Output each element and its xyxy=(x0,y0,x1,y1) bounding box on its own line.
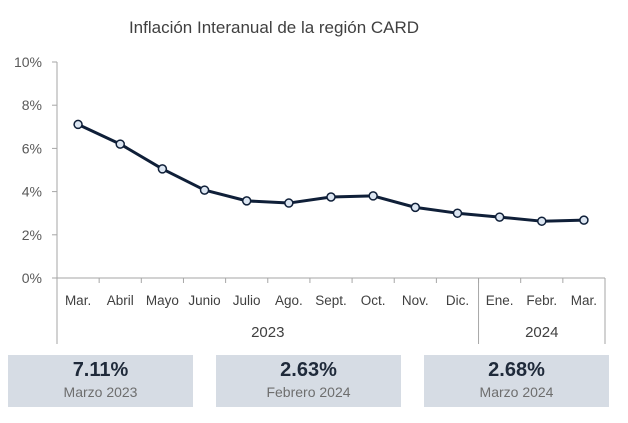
data-point xyxy=(410,202,421,213)
stat-label: Marzo 2023 xyxy=(63,384,138,400)
y-tick-label: 10% xyxy=(14,54,42,70)
x-tick-label: Junio xyxy=(188,293,220,308)
data-point xyxy=(452,208,463,218)
stat-value: 2.68% xyxy=(488,359,545,381)
data-point xyxy=(494,212,505,222)
data-point xyxy=(537,216,547,226)
x-tick-label: Sept. xyxy=(315,293,347,308)
stat-label: Marzo 2024 xyxy=(479,384,554,400)
stat-label: Febrero 2024 xyxy=(266,384,351,400)
stat-card-march-2024: 2.68% Marzo 2024 xyxy=(424,355,609,407)
x-tick-label: Febr. xyxy=(526,293,557,308)
y-tick-label: 4% xyxy=(22,184,42,200)
stat-card-march-2023: 7.11% Marzo 2023 xyxy=(8,355,193,407)
data-point xyxy=(241,196,252,206)
y-tick-label: 6% xyxy=(22,140,42,156)
stat-value: 2.63% xyxy=(280,359,337,381)
data-point xyxy=(157,164,168,174)
x-tick-label: Ene. xyxy=(486,293,514,308)
data-point xyxy=(115,139,125,149)
x-tick-label: Julio xyxy=(233,293,261,308)
x-tick-label: Oct. xyxy=(361,293,386,308)
chart-title: Inflación Interanual de la región CARD xyxy=(128,18,420,37)
data-point xyxy=(73,119,83,130)
line-chart: 0% 2% 4% 6% 8% 10% Mar. Abril Mayo Junio Julio Ago.… xyxy=(14,54,606,344)
x-tick-label: Mayo xyxy=(146,293,179,308)
y-tick-label: 0% xyxy=(22,270,42,286)
data-point xyxy=(579,215,589,225)
x-tick-label: Ago. xyxy=(275,293,303,308)
series-line xyxy=(76,122,586,223)
x-tick-label: Dic. xyxy=(446,293,469,308)
group-label: 2024 xyxy=(525,324,558,341)
data-point xyxy=(284,198,294,208)
x-tick-label: Mar. xyxy=(65,293,91,308)
y-tick-label: 2% xyxy=(22,227,42,243)
stat-value: 7.11% xyxy=(72,359,129,381)
x-tick-label: Mar. xyxy=(571,293,597,308)
x-tick-label: Abril xyxy=(107,293,134,308)
x-tick-label: Nov. xyxy=(402,293,429,308)
y-tick-label: 8% xyxy=(22,97,42,113)
data-point xyxy=(326,192,336,202)
stat-card-february-2024: 2.63% Febrero 2024 xyxy=(216,355,401,407)
group-label: 2023 xyxy=(251,324,284,341)
data-point xyxy=(199,185,210,195)
data-point xyxy=(368,191,378,201)
